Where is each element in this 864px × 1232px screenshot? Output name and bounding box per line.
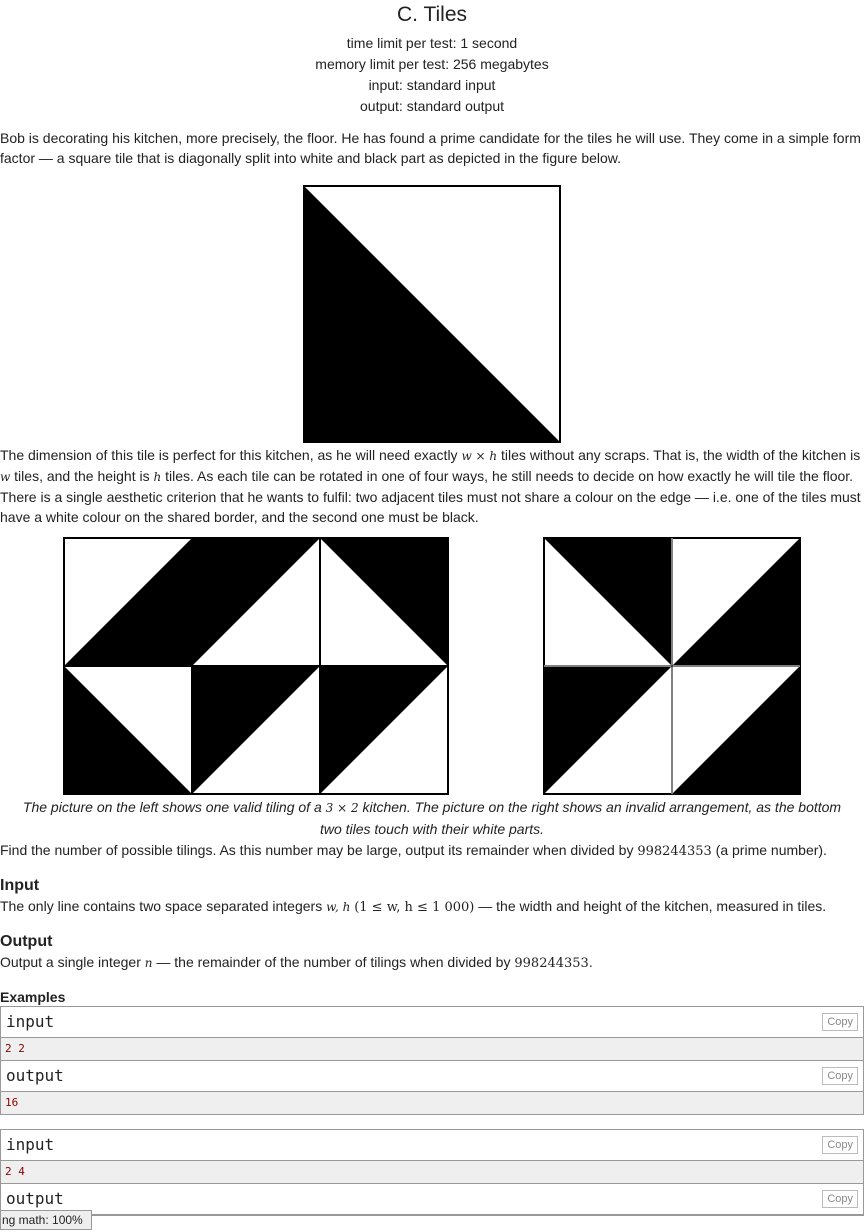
example-2-input-header: input Copy bbox=[1, 1130, 863, 1161]
example-2-input: 2 4 bbox=[1, 1161, 863, 1184]
copy-input-button[interactable]: Copy bbox=[822, 1013, 858, 1031]
example-1-output: 16 bbox=[1, 1092, 863, 1114]
figure-caption: The picture on the left shows one valid … bbox=[22, 799, 842, 837]
input-file: input: standard input bbox=[368, 77, 496, 93]
copy-output-button[interactable]: Copy bbox=[822, 1067, 858, 1085]
example-1-input: 2 2 bbox=[1, 1038, 863, 1061]
example-1: input Copy 2 2 output Copy 16 bbox=[0, 1006, 864, 1115]
math-loading-status: ng math: 100% bbox=[0, 1210, 92, 1230]
input-heading: Input bbox=[0, 877, 40, 894]
copy-output-button[interactable]: Copy bbox=[822, 1190, 858, 1208]
example-2-output-header: output Copy bbox=[1, 1184, 863, 1215]
input-label: input bbox=[6, 1135, 55, 1154]
problem-title: C. Tiles bbox=[396, 3, 467, 26]
example-1-input-header: input Copy bbox=[1, 1007, 863, 1038]
output-label: output bbox=[6, 1189, 64, 1208]
problem-limits: time limit per test: 1 second memory lim… bbox=[0, 33, 864, 117]
valid-tiling-figure bbox=[63, 537, 449, 795]
time-limit: time limit per test: 1 second bbox=[346, 35, 518, 51]
statement-paragraph-3: Find the number of possible tilings. As … bbox=[0, 842, 827, 859]
examples-heading: Examples bbox=[0, 989, 66, 1005]
output-description: Output a single integer n — the remainde… bbox=[0, 954, 593, 971]
example-2: input Copy 2 4 output Copy bbox=[0, 1129, 864, 1216]
input-label: input bbox=[6, 1012, 55, 1031]
invalid-tiling-figure bbox=[543, 537, 801, 795]
statement-paragraph-1: Bob is decorating his kitchen, more prec… bbox=[0, 130, 861, 166]
output-file: output: standard output bbox=[360, 98, 504, 114]
example-1-output-header: output Copy bbox=[1, 1061, 863, 1092]
statement-paragraph-2: The dimension of this tile is perfect fo… bbox=[0, 447, 861, 525]
input-description: The only line contains two space separat… bbox=[0, 898, 827, 915]
output-heading: Output bbox=[0, 933, 53, 950]
tile-image bbox=[303, 185, 561, 443]
tile-figure bbox=[303, 185, 561, 443]
output-label: output bbox=[6, 1066, 64, 1085]
memory-limit: memory limit per test: 256 megabytes bbox=[315, 56, 549, 72]
copy-input-button[interactable]: Copy bbox=[822, 1136, 858, 1154]
